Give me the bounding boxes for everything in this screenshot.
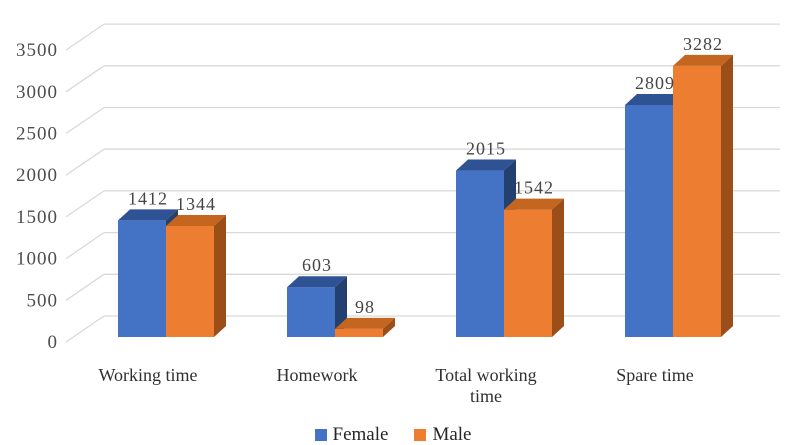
legend-swatch-male-icon (414, 429, 427, 441)
bar-top-male-spare-time (673, 54, 733, 66)
bar-front-male-working-time (166, 225, 214, 337)
x-axis-category-label: time (470, 386, 502, 406)
bar-top-female-total-working-time (456, 159, 516, 171)
bar-top-male-homework (335, 317, 395, 329)
bar-value-label: 2809 (635, 73, 675, 93)
legend-item-female: Female (314, 424, 389, 445)
bar-top-female-homework (287, 276, 347, 288)
bar-value-label: 603 (302, 255, 332, 275)
bar-front-male-total-working-time (504, 209, 552, 337)
y-axis-tick-label: 1000 (16, 249, 58, 270)
bar-front-female-total-working-time (456, 170, 504, 337)
x-axis-category-label: Working time (98, 365, 197, 385)
bar-value-label: 1542 (514, 178, 554, 198)
gridline-connector (65, 273, 105, 301)
gridline-connector (65, 23, 105, 51)
bar-value-label: 1412 (128, 188, 168, 208)
bar-value-label: 2015 (466, 139, 506, 159)
bar-top-male-total-working-time (504, 198, 564, 210)
bar-top-male-working-time (166, 214, 226, 226)
y-axis-tick-label: 2500 (16, 124, 58, 145)
legend-swatch-female-icon (314, 429, 327, 441)
bar-front-female-working-time (118, 220, 166, 337)
x-axis-category-label: Homework (277, 365, 358, 385)
bar-value-label: 98 (355, 297, 375, 317)
bar-value-label: 3282 (683, 34, 723, 54)
y-axis-tick-label: 3500 (16, 40, 58, 61)
gridline-connector (65, 190, 105, 218)
gridline-connector (65, 65, 105, 93)
x-axis-category-label: Total working (435, 365, 536, 385)
bar-side-male-spare-time (721, 54, 733, 337)
bar-front-male-spare-time (673, 65, 721, 337)
y-axis-tick-label: 3000 (16, 82, 58, 103)
bar-top-female-working-time (118, 209, 178, 221)
bar-front-female-homework (287, 287, 335, 337)
gridline-connector (65, 315, 105, 343)
chart-legend: Female Male (0, 424, 786, 445)
legend-label-male: Male (432, 424, 472, 445)
gridline-connector (65, 148, 105, 176)
bar-side-male-working-time (214, 214, 226, 337)
y-axis-tick-label: 2000 (16, 165, 58, 186)
y-axis-tick-label: 500 (27, 290, 59, 311)
gridline-connector (65, 232, 105, 260)
legend-item-male: Male (414, 424, 471, 445)
bar-chart-3d: 0 500 1000 1500 2000 2500 3000 3500 Working time… (16, 23, 780, 406)
legend-label-female: Female (332, 424, 389, 445)
y-axis-tick-label: 0 (48, 332, 59, 353)
bar-front-female-spare-time (625, 104, 673, 338)
bar-side-male-total-working-time (552, 198, 564, 337)
bar-value-label: 1344 (176, 194, 216, 214)
bar-top-female-spare-time (625, 93, 685, 105)
bar-side-male-homework (383, 317, 395, 337)
bar-front-male-homework (335, 328, 383, 337)
x-axis-category-label: Spare time (616, 365, 693, 385)
gridline-connector (65, 106, 105, 135)
y-axis-tick-label: 1500 (16, 207, 58, 228)
